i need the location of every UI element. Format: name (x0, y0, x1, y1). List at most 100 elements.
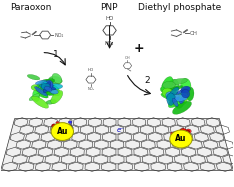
Circle shape (180, 128, 186, 133)
Circle shape (170, 130, 192, 148)
Circle shape (185, 129, 191, 134)
Ellipse shape (46, 100, 56, 104)
Ellipse shape (52, 73, 62, 83)
Text: Diethyl phosphate: Diethyl phosphate (138, 4, 221, 13)
Ellipse shape (166, 92, 175, 98)
Text: e⁻: e⁻ (117, 127, 124, 133)
Ellipse shape (44, 86, 52, 91)
Circle shape (65, 128, 69, 132)
Circle shape (172, 131, 178, 136)
Ellipse shape (31, 85, 43, 91)
Text: 2: 2 (144, 76, 150, 85)
Text: +: + (134, 42, 144, 55)
Ellipse shape (172, 98, 178, 107)
Text: 1: 1 (52, 50, 58, 59)
Circle shape (178, 134, 181, 137)
Ellipse shape (39, 84, 54, 88)
Ellipse shape (47, 85, 52, 95)
Ellipse shape (38, 85, 48, 97)
Ellipse shape (161, 93, 178, 101)
Ellipse shape (29, 94, 40, 101)
Text: NO₂: NO₂ (54, 33, 63, 38)
Text: PNP: PNP (100, 4, 118, 13)
Text: Au: Au (175, 134, 187, 143)
Ellipse shape (167, 91, 179, 100)
Ellipse shape (173, 95, 184, 108)
Ellipse shape (41, 82, 50, 89)
Ellipse shape (164, 85, 183, 93)
Polygon shape (1, 119, 233, 171)
Ellipse shape (169, 78, 187, 85)
Ellipse shape (160, 87, 174, 94)
Circle shape (58, 127, 61, 130)
Ellipse shape (186, 87, 194, 101)
Circle shape (65, 124, 69, 128)
Ellipse shape (51, 91, 63, 104)
Circle shape (176, 134, 181, 139)
Ellipse shape (49, 89, 58, 94)
Text: OH: OH (190, 31, 198, 36)
Ellipse shape (169, 87, 179, 98)
Ellipse shape (42, 85, 50, 90)
Ellipse shape (27, 74, 40, 80)
Text: NO₂: NO₂ (87, 87, 95, 91)
Text: Au: Au (57, 127, 68, 136)
Circle shape (186, 130, 190, 133)
Ellipse shape (179, 89, 188, 105)
Circle shape (180, 130, 184, 134)
Ellipse shape (168, 93, 184, 108)
Text: HO: HO (105, 16, 114, 21)
Circle shape (180, 128, 185, 133)
Circle shape (51, 124, 57, 128)
Ellipse shape (34, 87, 47, 96)
Ellipse shape (170, 97, 179, 103)
Circle shape (51, 123, 73, 140)
Ellipse shape (176, 99, 184, 108)
Text: HO: HO (88, 68, 94, 72)
Ellipse shape (36, 79, 49, 92)
Circle shape (58, 126, 64, 131)
Ellipse shape (170, 94, 188, 102)
Ellipse shape (33, 90, 40, 102)
Circle shape (52, 126, 57, 131)
Circle shape (68, 121, 72, 124)
Circle shape (170, 132, 175, 136)
Ellipse shape (46, 84, 63, 89)
Ellipse shape (41, 79, 55, 85)
Circle shape (68, 126, 73, 130)
Circle shape (56, 126, 60, 129)
Circle shape (173, 135, 177, 138)
Ellipse shape (176, 87, 189, 94)
Circle shape (67, 124, 72, 128)
Ellipse shape (181, 92, 188, 97)
Ellipse shape (161, 77, 173, 93)
Ellipse shape (169, 79, 179, 91)
Ellipse shape (172, 101, 191, 114)
Ellipse shape (170, 92, 180, 100)
Circle shape (55, 127, 60, 131)
Ellipse shape (162, 88, 173, 97)
Ellipse shape (166, 94, 175, 101)
Ellipse shape (35, 80, 47, 85)
Ellipse shape (40, 84, 50, 93)
Ellipse shape (43, 91, 58, 96)
Circle shape (57, 125, 61, 128)
Circle shape (186, 135, 191, 140)
Ellipse shape (43, 86, 56, 90)
Ellipse shape (182, 89, 190, 98)
Ellipse shape (171, 94, 187, 102)
Circle shape (62, 123, 67, 127)
Text: OH: OH (125, 56, 130, 60)
Ellipse shape (43, 82, 51, 93)
Ellipse shape (32, 96, 49, 108)
Circle shape (173, 134, 179, 138)
Circle shape (56, 121, 60, 125)
Ellipse shape (162, 81, 176, 89)
Ellipse shape (37, 92, 48, 98)
Ellipse shape (48, 85, 60, 96)
Circle shape (178, 131, 183, 135)
Ellipse shape (167, 93, 175, 105)
Ellipse shape (179, 97, 184, 104)
Circle shape (182, 129, 186, 133)
Text: NO₂: NO₂ (105, 41, 114, 46)
